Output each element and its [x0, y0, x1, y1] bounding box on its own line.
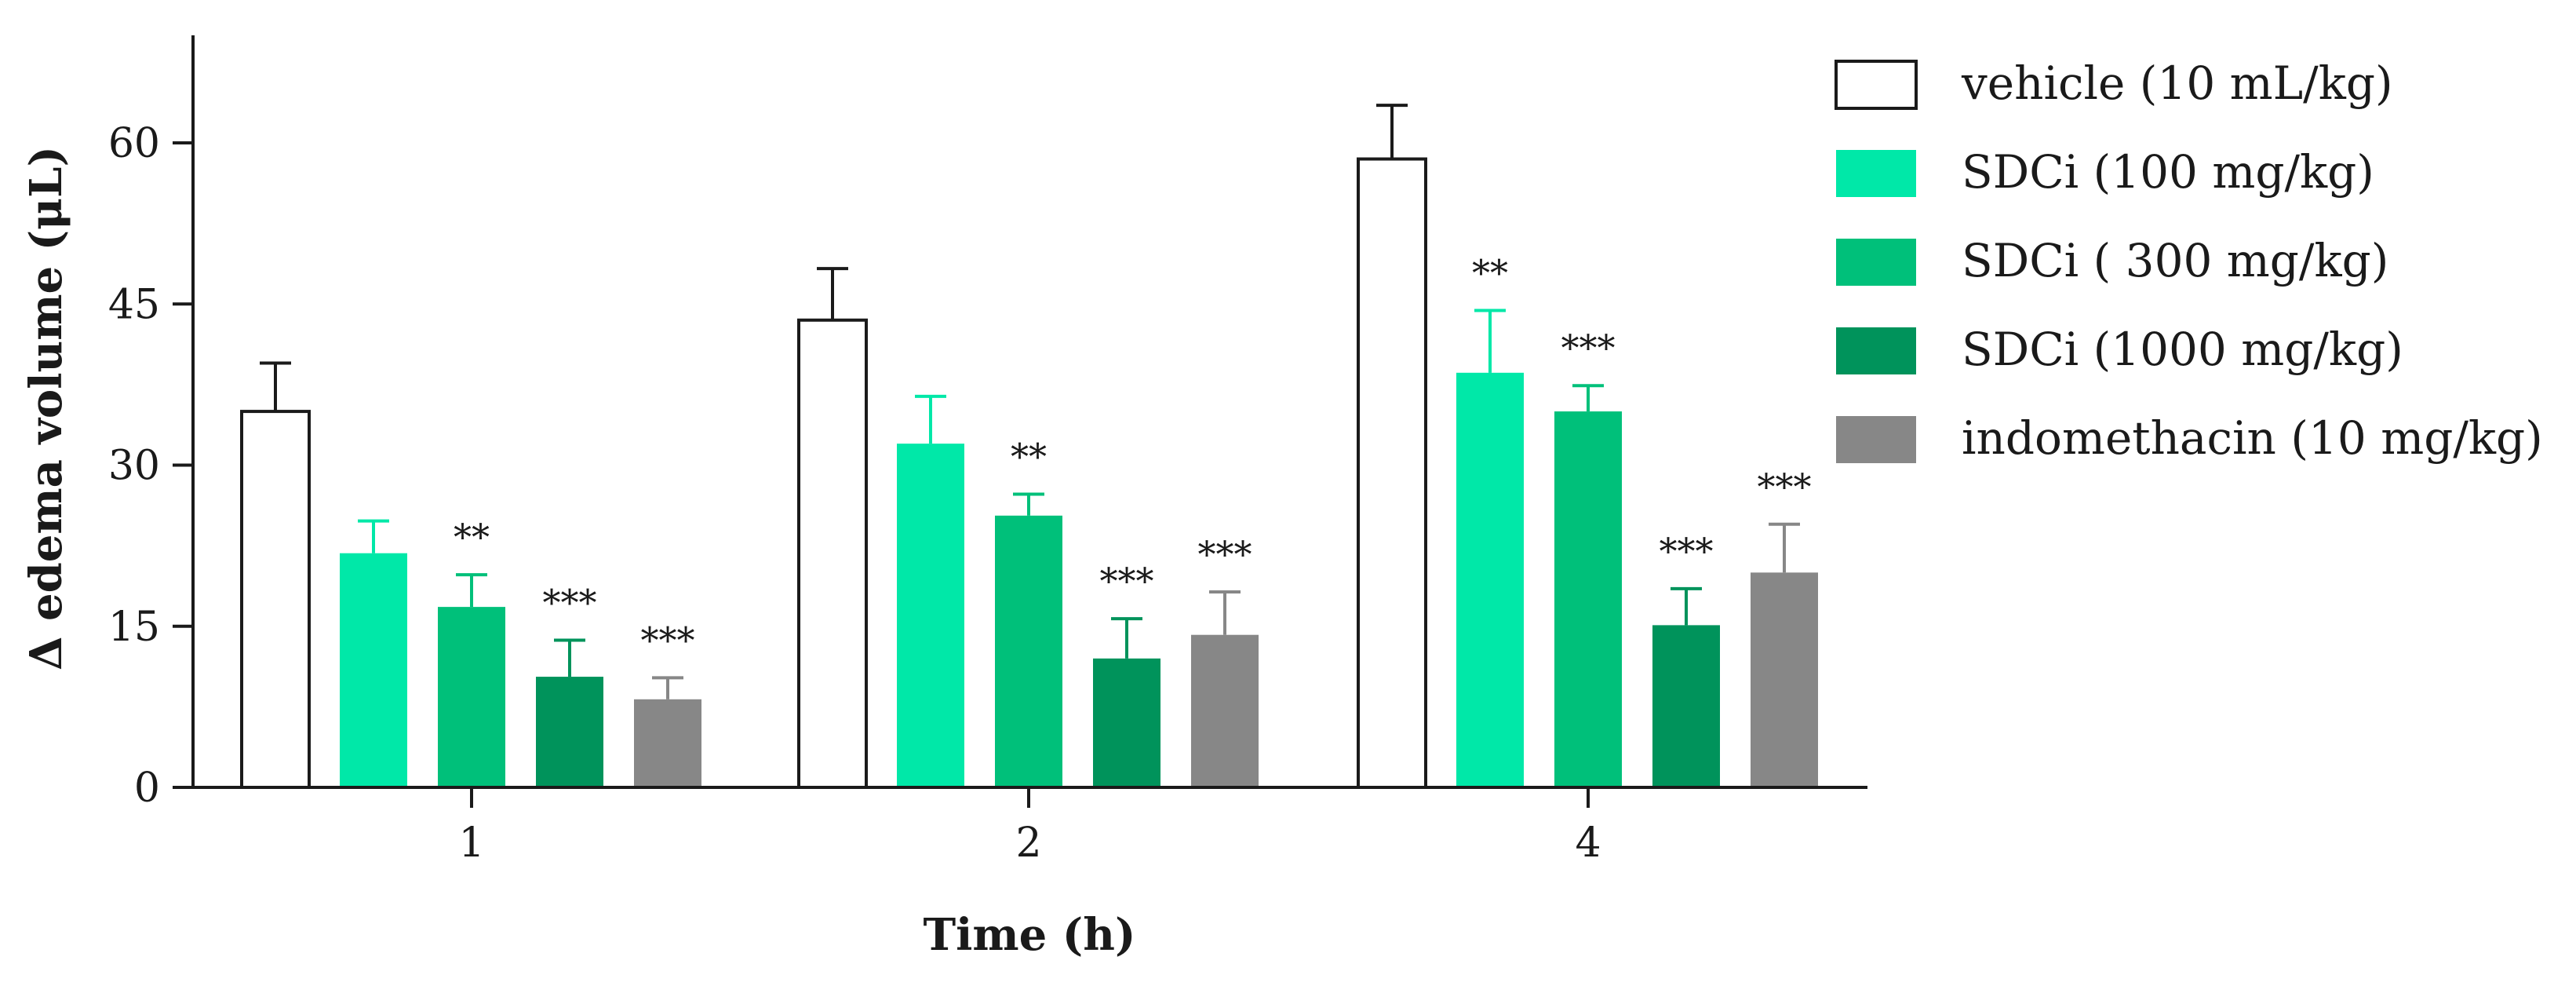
significance-label: ** — [1472, 251, 1508, 294]
y-tick-label: 30 — [108, 443, 160, 490]
legend-swatch — [1836, 327, 1916, 374]
significance-label: ** — [1011, 435, 1047, 477]
x-ticks: 1 2 4 — [458, 787, 1601, 867]
legend-label: vehicle (10 mL/kg) — [1961, 57, 2393, 110]
bar — [536, 677, 603, 787]
bar — [897, 444, 964, 787]
legend-label: SDCi ( 300 mg/kg) — [1962, 234, 2388, 287]
x-tick-label: 4 — [1575, 820, 1601, 867]
legend-swatch — [1835, 60, 1918, 110]
x-tick-label: 1 — [458, 820, 484, 867]
x-axis-title: Time (h) — [923, 909, 1135, 961]
bar — [634, 699, 701, 787]
y-tick-label: 15 — [108, 604, 160, 651]
x-tick-label: 2 — [1015, 820, 1041, 867]
bar — [1191, 634, 1259, 787]
significance-label: *** — [1758, 466, 1812, 508]
significance-label: *** — [1198, 533, 1252, 575]
bar — [340, 553, 407, 787]
legend: vehicle (10 mL/kg) SDCi (100 mg/kg) SDCi (… — [1835, 57, 2543, 465]
bars-layer: *************************** — [240, 104, 1818, 789]
bar — [438, 607, 505, 787]
y-tick-label: 60 — [108, 120, 160, 167]
y-ticks: 0 15 30 45 60 — [108, 120, 193, 812]
legend-label: indomethacin (10 mg/kg) — [1962, 411, 2543, 465]
legend-label: SDCi (100 mg/kg) — [1962, 145, 2374, 199]
bar — [1357, 157, 1427, 789]
bar — [1652, 625, 1720, 787]
bar — [1093, 658, 1160, 787]
bar — [797, 318, 868, 789]
legend-label: SDCi (1000 mg/kg) — [1962, 323, 2403, 376]
significance-label: *** — [1660, 530, 1714, 572]
legend-swatch — [1836, 239, 1916, 286]
legend-swatch — [1836, 416, 1916, 463]
bar — [1554, 411, 1622, 787]
significance-label: *** — [1100, 560, 1154, 602]
legend-swatch — [1836, 150, 1916, 197]
significance-label: ** — [454, 516, 490, 558]
y-tick-label: 45 — [108, 281, 160, 328]
bar — [1456, 372, 1524, 787]
bar — [1751, 572, 1818, 787]
bar — [240, 410, 311, 789]
significance-label: *** — [641, 619, 695, 661]
y-axis-title: Δ edema volume (μL) — [20, 146, 72, 670]
y-tick-label: 0 — [134, 765, 160, 812]
bar — [995, 515, 1062, 787]
significance-label: *** — [1561, 327, 1616, 369]
significance-label: *** — [543, 582, 597, 624]
